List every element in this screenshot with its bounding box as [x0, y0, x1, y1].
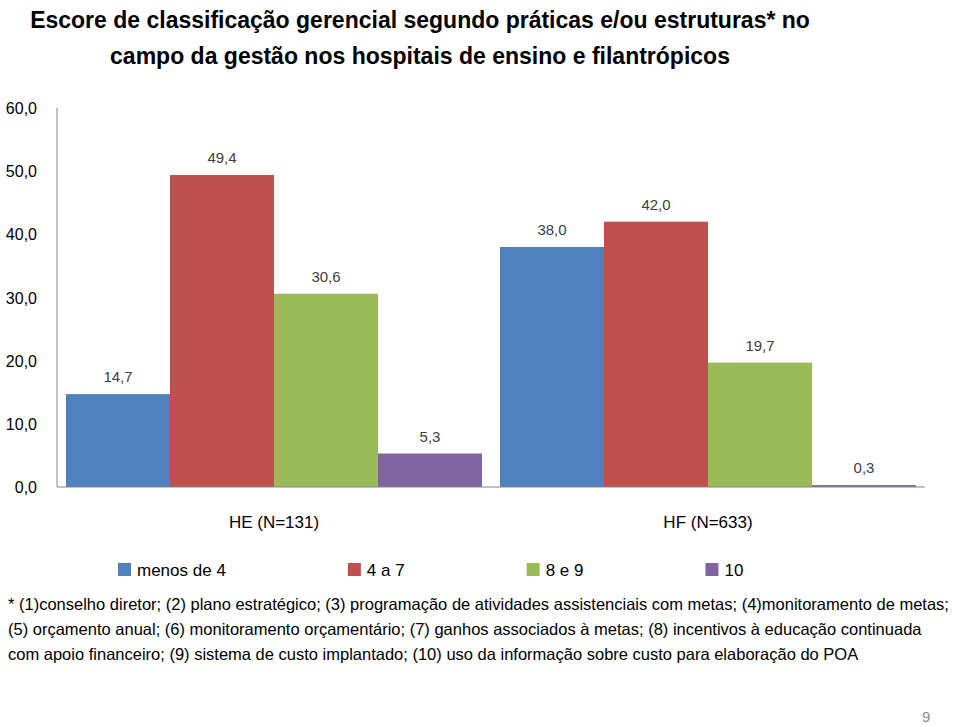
bar	[170, 175, 274, 487]
y-tick-label: 30,0	[6, 290, 37, 307]
bar	[66, 394, 170, 487]
x-axis	[57, 487, 925, 488]
legend-swatch	[118, 563, 131, 576]
data-label: 0,3	[854, 459, 875, 476]
y-tick-label: 50,0	[6, 163, 37, 180]
data-label: 19,7	[745, 337, 774, 354]
legend-label: 4 a 7	[367, 561, 405, 580]
x-tick-label: HE (N=131)	[229, 513, 319, 532]
chart: 0,0 10,0 20,0 30,0 40,0 50,0 60,0 14,7 38,0 49,4 4…	[0, 0, 960, 727]
data-labels: 14,7 38,0 49,4 42,0 30,6 19,7 5,3 0,3	[103, 149, 874, 476]
bars	[66, 175, 916, 487]
y-tick-label: 60,0	[6, 100, 37, 117]
legend-swatch	[527, 563, 540, 576]
bar	[604, 222, 708, 487]
data-label: 14,7	[103, 368, 132, 385]
bar	[500, 247, 604, 487]
legend-label: 8 e 9	[546, 561, 584, 580]
page-number: 9	[922, 708, 930, 725]
bar	[708, 363, 812, 487]
legend-label: menos de 4	[137, 561, 226, 580]
legend-swatch	[348, 563, 361, 576]
legend-swatch	[705, 563, 718, 576]
data-label: 42,0	[641, 196, 670, 213]
y-tick-label: 0,0	[15, 479, 37, 496]
bar	[378, 454, 482, 487]
chart-title: Escore de classificação gerencial segund…	[0, 2, 840, 74]
y-tick-label: 40,0	[6, 226, 37, 243]
data-label: 5,3	[420, 428, 441, 445]
legend-label: 10	[724, 561, 743, 580]
y-axis	[57, 108, 58, 487]
data-label: 49,4	[207, 149, 236, 166]
legend: menos de 4 4 a 7 8 e 9 10	[118, 561, 743, 580]
y-tick-label: 20,0	[6, 353, 37, 370]
y-tick-label: 10,0	[6, 416, 37, 433]
data-label: 38,0	[537, 221, 566, 238]
footnote: * (1)conselho diretor; (2) plano estraté…	[8, 592, 953, 667]
x-tick-label: HF (N=633)	[663, 513, 752, 532]
bar	[274, 294, 378, 487]
data-label: 30,6	[311, 268, 340, 285]
